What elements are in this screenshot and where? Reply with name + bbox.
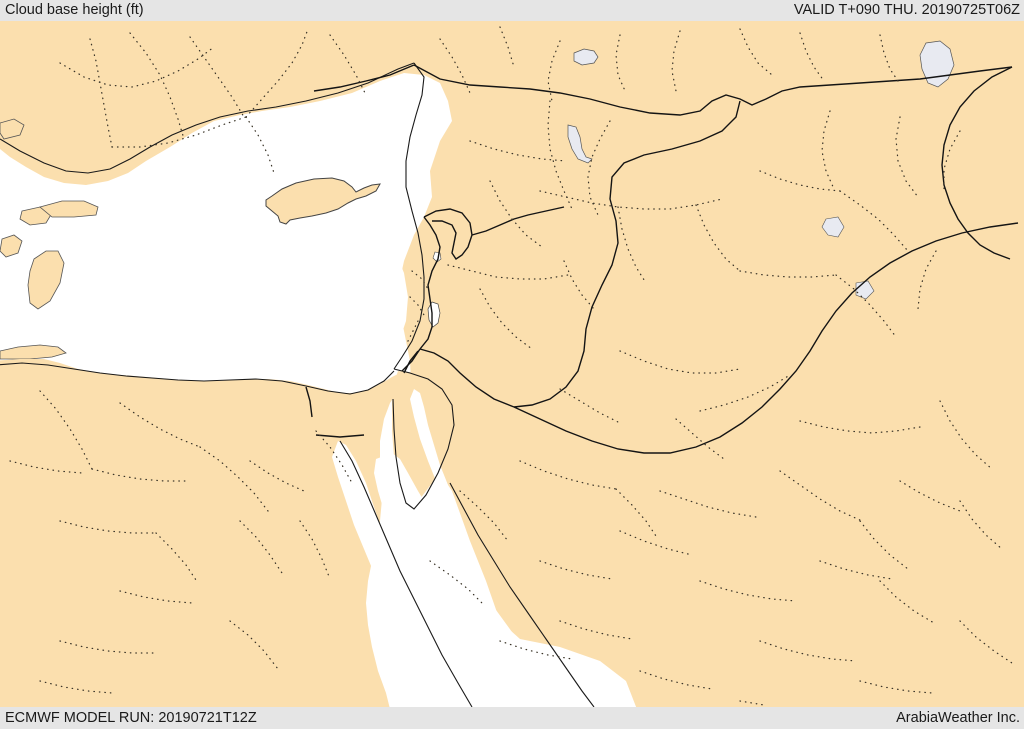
page-title: Cloud base height (ft) bbox=[5, 2, 144, 18]
borders-layer bbox=[0, 26, 1019, 707]
land-north-africa bbox=[0, 359, 404, 707]
border-syria-jordan bbox=[471, 206, 565, 236]
border-egypt-south bbox=[315, 434, 365, 438]
land-aegean-island-d bbox=[39, 200, 99, 218]
border-jordan-saudi bbox=[419, 348, 515, 408]
land-aegean-island-c bbox=[0, 118, 25, 140]
land-crete bbox=[0, 344, 67, 360]
border-jordan-israel bbox=[419, 216, 441, 350]
coastline-sinai bbox=[392, 368, 455, 510]
sea-red-sea bbox=[374, 453, 574, 707]
sea-gulf-of-aqaba bbox=[410, 389, 448, 495]
coastline-levant bbox=[393, 62, 425, 370]
border-turkey-west-ext bbox=[313, 64, 415, 92]
border-syria-iraq bbox=[513, 100, 741, 408]
footer-bar: ECMWF MODEL RUN: 20190721T12Z ArabiaWeat… bbox=[0, 707, 1024, 729]
lake-assad bbox=[567, 124, 593, 164]
land-anatolia-levant-arabia bbox=[0, 21, 1024, 707]
province-borders bbox=[9, 26, 1013, 706]
border-egypt-east bbox=[403, 350, 419, 374]
border-lebanon-syria bbox=[423, 208, 473, 260]
valid-time-label: VALID T+090 THU. 20190725T06Z bbox=[793, 2, 1020, 18]
border-nile-delta-line bbox=[305, 386, 313, 418]
coastline-turkey-south bbox=[0, 62, 415, 174]
border-turkey-syria bbox=[413, 64, 1013, 116]
model-run-label: ECMWF MODEL RUN: 20190721T12Z bbox=[5, 710, 257, 726]
border-israel-egypt bbox=[401, 348, 421, 372]
land-cyprus bbox=[265, 177, 381, 225]
header-bar: Cloud base height (ft) VALID T+090 THU. … bbox=[0, 0, 1024, 21]
land-turkey-south-coast bbox=[0, 21, 520, 173]
border-iraq-iran bbox=[941, 66, 1013, 260]
map-canvas[interactable] bbox=[0, 21, 1024, 707]
sea-mediterranean bbox=[0, 77, 412, 387]
coastline-red-sea-east bbox=[449, 482, 595, 707]
lake-van bbox=[573, 48, 599, 66]
border-saudi-iraq bbox=[513, 222, 1019, 454]
coastline-north-africa bbox=[0, 362, 395, 395]
geography-layer bbox=[0, 21, 1024, 707]
attribution-label: ArabiaWeather Inc. bbox=[896, 710, 1020, 726]
coastline-red-sea-west bbox=[339, 440, 473, 707]
lake-small-east-a bbox=[821, 216, 845, 238]
country-borders bbox=[305, 64, 1019, 454]
land-rhodes bbox=[27, 250, 65, 310]
sea-gulf-of-suez bbox=[332, 441, 420, 659]
land-aegean-island-a bbox=[0, 234, 23, 258]
